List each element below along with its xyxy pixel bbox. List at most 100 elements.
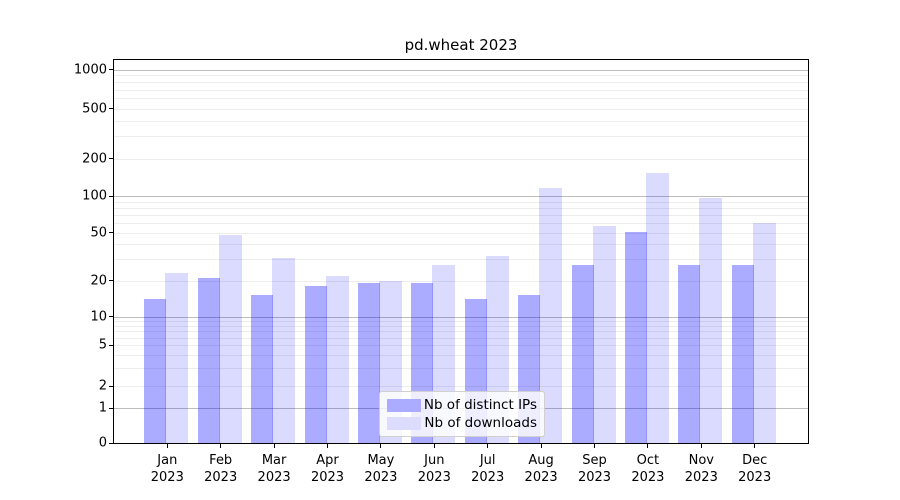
chart-title: pd.wheat 2023 [404,36,518,54]
minor-gridline [114,259,808,261]
bar-downloads [165,273,189,443]
minor-gridline [114,280,808,282]
y-tick-label: 0 [98,435,107,451]
y-tick-mark [109,232,113,233]
major-gridline [114,196,808,197]
minor-gridline [114,207,808,209]
minor-gridline [114,367,808,369]
x-tick-label: May 2023 [364,453,398,485]
x-tick-label: Sep 2023 [577,453,612,485]
y-tick-mark [109,316,113,317]
x-tick-mark [647,444,649,448]
y-tick-label: 5 [98,337,107,353]
bar-distinct-ips [251,295,274,443]
x-tick-label: Apr 2023 [310,453,345,485]
x-tick-label: Oct 2023 [631,453,665,485]
minor-gridline [114,108,808,110]
y-tick-label: 1000 [73,62,107,77]
minor-gridline [114,325,808,327]
bar-downloads [752,222,776,443]
y-tick-mark [109,344,113,346]
x-tick-mark [754,444,756,448]
minor-gridline [114,222,808,224]
x-tick-label: Dec 2023 [738,453,772,485]
x-tick-label: Aug 2023 [524,453,558,485]
x-tick-label: Mar 2023 [257,453,291,485]
bar-distinct-ips [144,299,167,443]
x-tick-mark [380,444,382,448]
x-tick-mark [433,444,435,448]
minor-gridline [114,82,808,84]
bar-distinct-ips [624,231,647,443]
y-tick-mark [109,442,113,444]
x-tick-label: Jul 2023 [471,453,505,485]
x-tick-mark [487,444,489,448]
legend-item-distinct-ips: Nb of distinct IPs [387,397,537,413]
legend-label-distinct-ips: Nb of distinct IPs [423,397,537,413]
bar-distinct-ips [731,264,754,443]
minor-gridline [114,120,808,122]
x-tick-label: Jan 2023 [150,453,184,485]
x-tick-label: Feb 2023 [204,453,238,485]
plot-area: Nb of distinct IPs Nb of downloads [113,59,809,444]
y-tick-label: 100 [82,188,107,204]
minor-gridline [114,89,808,91]
y-tick-label: 200 [82,151,107,166]
minor-gridline [114,345,808,346]
legend-label-downloads: Nb of downloads [424,415,537,431]
y-tick-mark [109,407,113,409]
legend: Nb of distinct IPs Nb of downloads [379,391,545,437]
bar-distinct-ips [357,283,380,443]
y-tick-label: 50 [90,225,107,240]
y-tick-label: 1 [98,400,107,416]
y-tick-label: 10 [90,309,107,324]
bar-distinct-ips [678,264,701,443]
minor-gridline [114,386,808,387]
x-tick-mark [700,444,702,448]
x-tick-mark [166,444,168,448]
y-tick-label: 20 [90,273,107,288]
y-tick-mark [109,158,113,159]
minor-gridline [114,244,808,246]
minor-gridline [114,214,808,216]
legend-item-downloads: Nb of downloads [387,415,537,431]
y-tick-mark [109,195,113,197]
minor-gridline [114,331,808,333]
bar-downloads [645,173,669,443]
minor-gridline [114,98,808,100]
bar-downloads [592,225,616,443]
x-tick-mark [540,444,542,448]
minor-gridline [114,320,808,322]
minor-gridline [114,201,808,203]
bar-distinct-ips [304,286,327,443]
x-tick-label: Nov 2023 [684,453,718,485]
bar-downloads [539,187,563,443]
major-gridline [114,69,808,71]
bar-downloads [272,257,296,443]
minor-gridline [114,232,808,234]
minor-gridline [114,337,808,339]
bar-distinct-ips [197,277,220,443]
x-tick-mark [594,444,595,448]
legend-swatch-downloads [387,416,421,430]
minor-gridline [114,355,808,356]
x-tick-label: Jun 2023 [417,453,451,485]
x-tick-mark [273,444,275,448]
y-tick-label: 500 [82,101,107,116]
y-tick-label: 2 [98,378,107,394]
y-tick-mark [109,108,113,109]
bar-downloads [325,275,349,443]
minor-gridline [114,75,808,77]
bar-downloads [218,234,242,443]
y-tick-mark [109,385,113,387]
legend-swatch-distinct-ips [387,398,421,412]
minor-gridline [114,136,808,138]
y-tick-mark [109,69,113,70]
bar-distinct-ips [571,264,594,443]
x-tick-mark [220,444,222,448]
minor-gridline [114,158,808,160]
x-tick-mark [327,444,328,448]
major-gridline [114,316,808,318]
bar-downloads [699,198,723,443]
